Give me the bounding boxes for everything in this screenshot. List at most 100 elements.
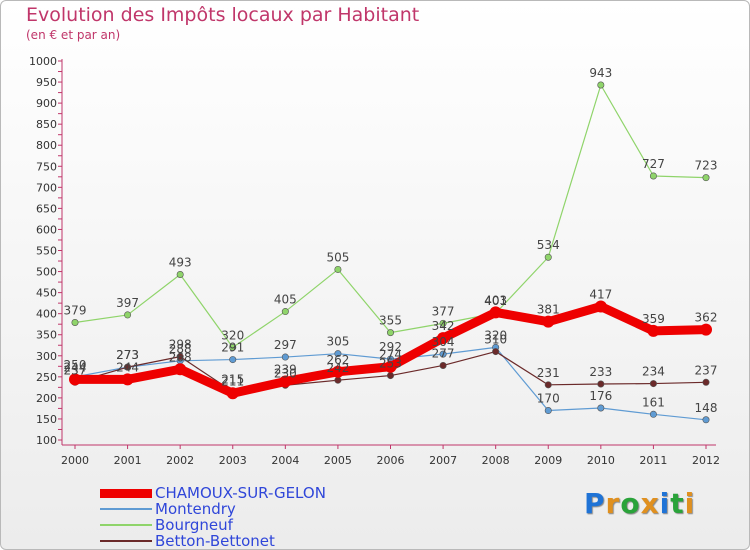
data-point (544, 407, 552, 415)
data-point (226, 387, 239, 400)
data-point (174, 363, 187, 376)
data-point (702, 416, 710, 424)
data-label: 342 (432, 319, 455, 333)
x-tick-label: 2006 (377, 454, 405, 467)
data-label: 244 (116, 360, 139, 374)
data-label: 381 (537, 303, 560, 317)
x-tick-label: 2010 (587, 454, 615, 467)
data-point (700, 323, 712, 336)
y-tick-label: 200 (36, 392, 57, 405)
data-label: 239 (274, 362, 297, 376)
y-tick-label: 150 (36, 413, 57, 426)
data-label: 727 (642, 157, 665, 171)
data-label: 362 (695, 311, 718, 325)
data-label: 405 (274, 293, 297, 307)
data-point (594, 300, 607, 313)
data-label: 723 (695, 159, 718, 173)
data-point (281, 353, 289, 361)
data-label: 277 (432, 346, 455, 360)
chart-subtitle: (en € et par an) (26, 28, 121, 42)
y-tick-label: 400 (36, 308, 57, 321)
data-label: 292 (379, 340, 402, 354)
data-label: 176 (589, 389, 612, 403)
data-label: 304 (432, 335, 455, 349)
data-point (124, 311, 132, 319)
data-label: 262 (326, 353, 349, 367)
data-point (176, 353, 184, 361)
data-label: 359 (642, 312, 665, 326)
data-point (176, 271, 184, 279)
y-tick-label: 850 (36, 118, 57, 131)
data-label: 320 (221, 328, 244, 342)
data-label: 310 (484, 333, 507, 347)
data-point (597, 81, 605, 89)
x-tick-label: 2012 (692, 454, 720, 467)
data-label: 401 (484, 294, 507, 308)
data-label: 233 (589, 365, 612, 379)
y-tick-label: 450 (36, 287, 57, 300)
data-label: 273 (116, 348, 139, 362)
data-point (69, 373, 81, 386)
legend-label: Bourgneuf (155, 516, 233, 534)
x-tick-label: 2004 (271, 454, 299, 467)
x-tick-label: 2005 (324, 454, 352, 467)
y-tick-label: 100 (36, 434, 57, 447)
y-tick-label: 650 (36, 202, 57, 215)
data-point (386, 329, 394, 337)
data-point (334, 265, 342, 273)
legend-swatch (100, 540, 152, 542)
legend-label: CHAMOUX-SUR-GELON (155, 484, 326, 502)
y-tick-label: 1000 (29, 55, 57, 68)
line-chart: 100 150 200 250 300 350 400 450 500 550 600 650 700 7… (29, 55, 720, 467)
y-tick-label: 600 (36, 223, 57, 236)
data-point (649, 380, 657, 388)
data-point (384, 360, 397, 373)
x-tick-label: 2000 (61, 454, 89, 467)
data-label: 268 (169, 350, 192, 364)
data-label: 297 (274, 338, 297, 352)
data-label: 244 (64, 360, 87, 374)
y-tick-label: 350 (36, 329, 57, 342)
data-label: 355 (379, 314, 402, 328)
legend-swatch (100, 524, 152, 526)
data-point (649, 410, 657, 418)
data-point (331, 365, 344, 378)
y-tick-label: 550 (36, 245, 57, 258)
y-tick-label: 700 (36, 181, 57, 194)
x-tick-label: 2007 (429, 454, 457, 467)
data-label: 397 (116, 296, 139, 310)
data-label: 288 (169, 342, 192, 356)
data-label: 298 (169, 338, 192, 352)
data-label: 237 (695, 363, 718, 377)
data-point (542, 315, 555, 328)
data-point (281, 308, 289, 316)
data-label: 253 (379, 357, 402, 371)
x-tick-label: 2003 (219, 454, 247, 467)
data-point (544, 381, 552, 389)
data-label: 250 (64, 358, 87, 372)
y-tick-label: 900 (36, 97, 57, 110)
data-point (71, 319, 79, 327)
x-tick-label: 2008 (482, 454, 510, 467)
data-point (386, 372, 394, 380)
data-point (597, 404, 605, 412)
data-point (647, 324, 660, 337)
x-tick-label: 2009 (534, 454, 562, 467)
data-label: 291 (221, 341, 244, 355)
data-label: 417 (589, 288, 612, 302)
data-label: 161 (642, 395, 665, 409)
data-label: 943 (589, 66, 612, 80)
legend-swatch (100, 488, 152, 498)
x-tick-label: 2002 (166, 454, 194, 467)
data-label: 170 (537, 392, 560, 406)
proxiti-logo: Proxiti (584, 487, 696, 520)
data-point (439, 361, 447, 369)
data-label: 242 (326, 361, 349, 375)
data-label: 215 (221, 373, 244, 387)
data-point (439, 350, 447, 358)
data-label: 379 (64, 304, 87, 318)
data-label: 305 (326, 335, 349, 349)
data-point (437, 332, 450, 345)
y-tick-label: 950 (36, 76, 57, 89)
